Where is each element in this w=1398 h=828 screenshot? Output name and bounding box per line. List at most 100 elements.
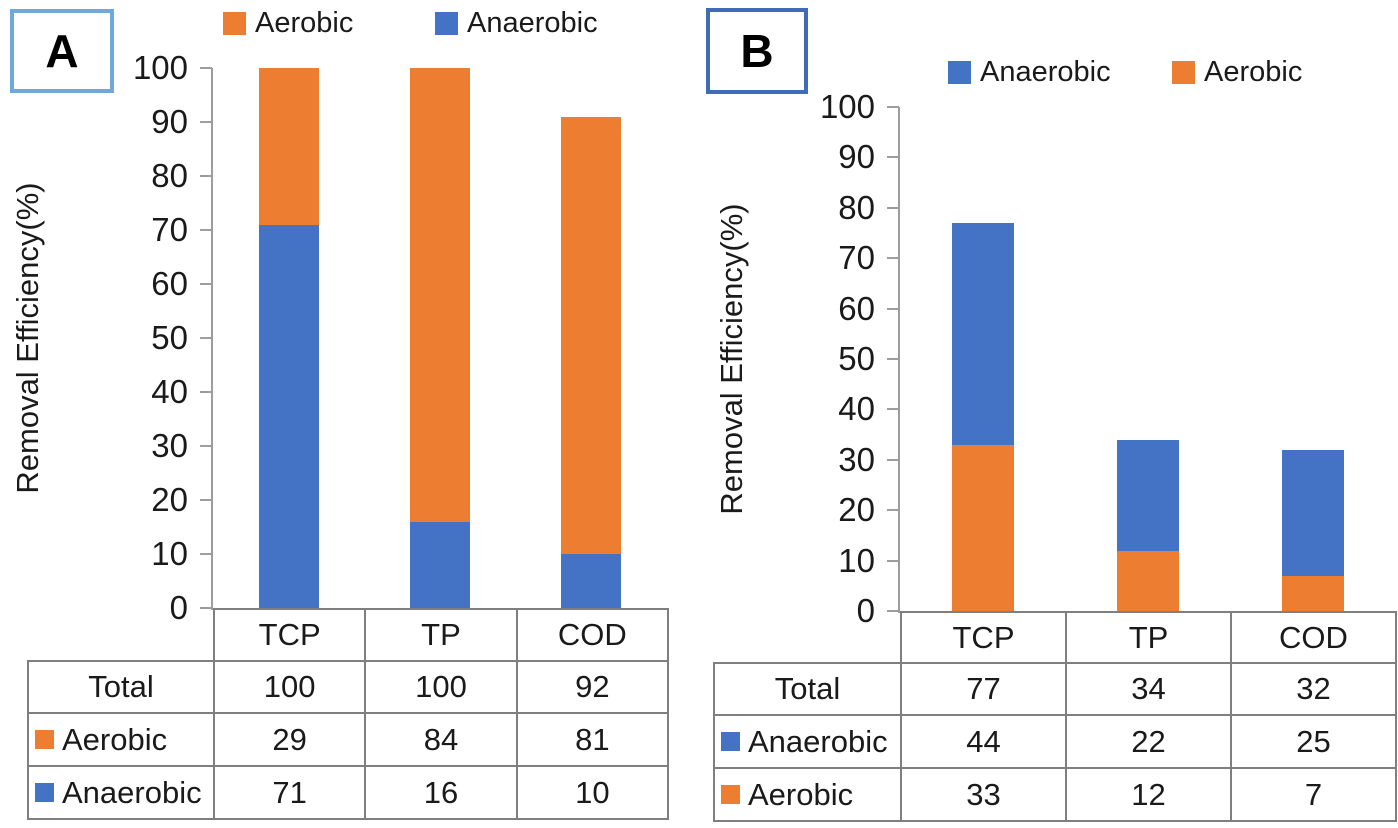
category-label-tcp: TCP [900,611,1067,664]
table-cell-total-tcp: 100 [212,660,367,714]
panel-b-label-box: B [706,8,808,94]
y-tick-mark [887,307,899,310]
legend-swatch-icon [1172,60,1195,84]
table-cell-total-tcp: 77 [900,662,1067,716]
y-tick-mark [200,499,212,501]
row-label-content: Aerobic [715,777,900,813]
row-label-content: Anaerobic [29,775,213,811]
table-cell-aerobic-tp: 12 [1065,767,1232,822]
y-tick-mark [887,358,899,360]
row-label-content: Total [29,669,213,705]
table-cell-total-cod: 92 [515,660,669,714]
legend-swatch-icon [948,60,971,84]
bar-segment-b-tp-aerobic [1116,550,1179,611]
legend-label: Aerobic [1204,55,1303,88]
legend-label: Aerobic [255,6,354,39]
table-row-anaerobic: Anaerobic 44 22 25 [713,714,1397,769]
table-cell-aerobic-tcp: 33 [900,767,1067,822]
panel-b-data-table: Total 77 34 32 Anaerobic 44 22 25 Aerobic 33 12 7 [713,662,1397,822]
y-tick-mark [887,257,899,260]
category-label-cod: COD [1230,611,1397,664]
aerobic-swatch-icon [35,730,54,749]
row-label-text: Total [774,671,841,706]
row-label-aerobic: Aerobic [713,767,902,822]
y-tick-mark [200,445,212,447]
y-tick-mark [887,610,899,612]
bar-segment-a-cod-aerobic [561,116,622,554]
y-tick-mark [887,206,899,209]
bar-segment-a-tcp-anaerobic [258,224,319,608]
panel-b-y-axis-title: Removal Efficiency(%) [714,203,749,515]
y-tick-mark [887,509,899,512]
bar-segment-b-cod-aerobic [1281,575,1344,611]
y-tick-mark [887,408,899,411]
bar-segment-a-tp-anaerobic [410,521,470,608]
y-tick-label: 100 [132,49,188,86]
y-tick-mark [200,67,212,69]
table-cell-aerobic-tcp: 29 [212,712,367,767]
panel-b-y-axis-line [898,107,900,613]
bar-segment-a-tp-aerobic [410,68,470,522]
table-cell-anaerobic-cod: 25 [1230,714,1397,769]
y-tick-mark [200,175,212,177]
legend-swatch-icon [223,11,246,35]
y-tick-label: 0 [856,592,875,629]
y-tick-label: 30 [151,427,188,464]
y-tick-mark [887,156,899,159]
panel-b-category-row: TCP TP COD [900,611,1397,664]
table-row-anaerobic: Anaerobic 71 16 10 [27,765,669,820]
y-tick-label: 80 [838,188,875,226]
y-tick-label: 0 [169,589,188,626]
y-tick-mark [200,121,212,123]
table-cell-anaerobic-tcp: 44 [900,714,1067,769]
row-label-content: Aerobic [29,722,213,758]
y-tick-label: 40 [151,373,188,410]
y-tick-label: 70 [151,211,188,248]
legend-entry-a-aerobic: Aerobic [223,6,354,39]
table-cell-anaerobic-tcp: 71 [212,765,367,820]
row-label-text: Aerobic [748,776,854,812]
legend-label: Anaerobic [467,6,598,39]
table-cell-aerobic-cod: 81 [515,712,669,767]
y-tick-mark [887,458,899,461]
row-label-text: Anaerobic [748,723,888,759]
category-label-tcp: TCP [212,608,367,662]
row-label-aerobic: Aerobic [27,712,215,767]
row-label-content: Total [715,671,900,707]
y-tick-mark [200,607,212,609]
legend-label: Anaerobic [980,55,1111,88]
table-row-total: Total 77 34 32 [713,662,1397,716]
table-cell-aerobic-tp: 84 [364,712,518,767]
legend-entry-b-anaerobic: Anaerobic [948,55,1111,88]
panel-a-plot-area [213,68,667,608]
table-row-aerobic: Aerobic 33 12 7 [713,767,1397,822]
bar-segment-b-tp-anaerobic [1116,439,1179,551]
panel-a-y-axis-title: Removal Efficiency(%) [10,182,45,494]
legend-swatch-icon [435,11,458,35]
y-tick-label: 50 [151,319,188,356]
row-label-anaerobic: Anaerobic [27,765,215,820]
y-tick-label: 70 [838,239,875,277]
y-tick-label: 80 [151,157,188,194]
panel-b-plot-area [900,107,1395,611]
y-tick-label: 60 [151,265,188,302]
row-label-anaerobic: Anaerobic [713,714,902,769]
panel-a-y-axis-line [211,68,213,610]
y-tick-mark [887,106,899,108]
table-cell-total-tp: 34 [1065,662,1232,716]
anaerobic-swatch-icon [721,732,740,751]
y-tick-mark [200,391,212,393]
table-cell-anaerobic-tp: 16 [364,765,518,820]
table-cell-aerobic-cod: 7 [1230,767,1397,822]
category-label-cod: COD [515,608,669,662]
y-tick-mark [200,283,212,285]
legend-entry-b-aerobic: Aerobic [1172,55,1303,88]
table-cell-anaerobic-cod: 10 [515,765,669,820]
y-tick-mark [200,337,212,339]
table-row-aerobic: Aerobic 29 84 81 [27,712,669,767]
y-tick-label: 50 [838,340,875,377]
category-label-tp: TP [364,608,518,662]
panel-a-category-row: TCP TP COD [212,608,669,662]
aerobic-swatch-icon [721,785,740,804]
